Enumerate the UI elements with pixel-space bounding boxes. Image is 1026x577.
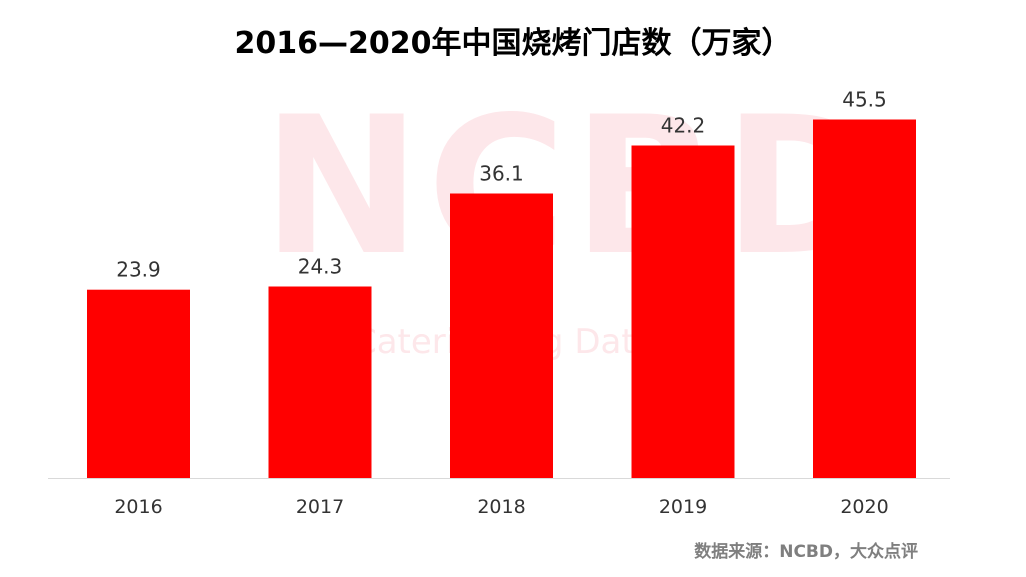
x-tick-label-2017: 2017 [296, 496, 344, 518]
bar-2018 [450, 193, 553, 478]
data-label-2020: 45.5 [842, 88, 887, 112]
chart-title: 2016—2020年中国烧烤门店数（万家） [234, 26, 792, 61]
bars-layer [87, 119, 916, 478]
data-label-2016: 23.9 [116, 258, 161, 282]
x-tick-label-2018: 2018 [477, 496, 525, 518]
bar-2020 [813, 119, 916, 478]
data-label-2019: 42.2 [661, 114, 706, 138]
bar-2017 [268, 286, 372, 478]
x-tick-labels-layer: 2016 2017 2018 2019 2020 [114, 496, 888, 518]
data-label-2018: 36.1 [479, 162, 524, 186]
data-labels-layer: 23.9 24.3 36.1 42.2 45.5 [116, 88, 887, 282]
source-note: 数据来源：NCBD，大众点评 [694, 542, 918, 562]
bar-2016 [87, 289, 190, 478]
data-label-2017: 24.3 [298, 255, 343, 279]
bar-2019 [631, 145, 735, 478]
x-tick-label-2019: 2019 [659, 496, 707, 518]
x-tick-label-2020: 2020 [840, 496, 888, 518]
x-tick-label-2016: 2016 [114, 496, 162, 518]
